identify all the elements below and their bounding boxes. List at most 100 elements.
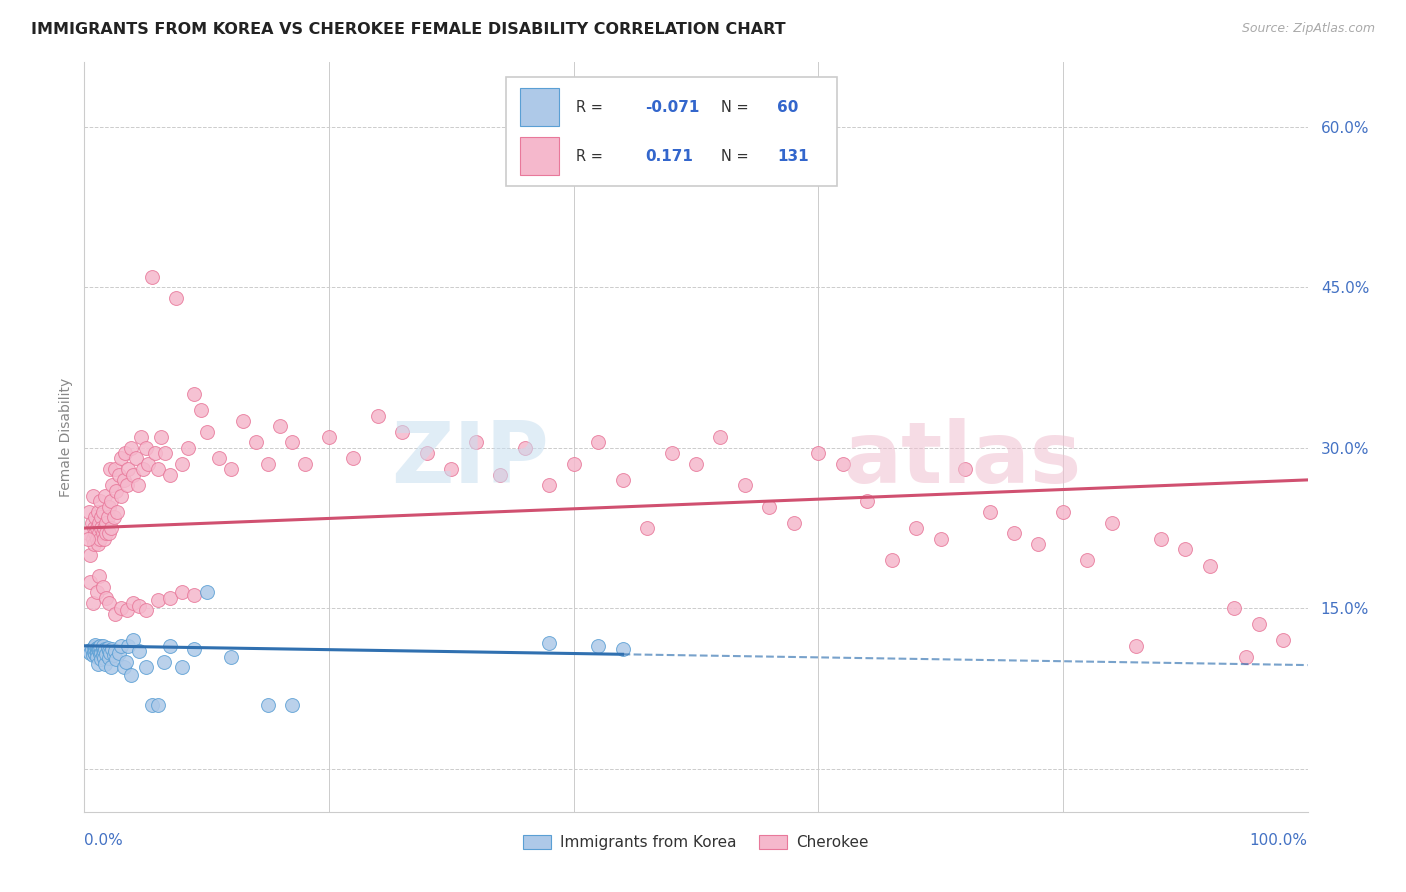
Point <box>90 510 112 524</box>
Point <box>94 489 117 503</box>
Point <box>1247 617 1270 632</box>
Point <box>84 510 107 524</box>
Point <box>97 510 120 524</box>
Point <box>1052 505 1074 519</box>
Point <box>257 698 280 712</box>
Point <box>107 646 129 660</box>
Point <box>84 638 107 652</box>
Point <box>127 478 149 492</box>
Point <box>159 467 181 482</box>
Point <box>79 548 101 562</box>
Point <box>612 473 634 487</box>
Point <box>586 639 609 653</box>
Point <box>98 646 121 660</box>
Point <box>93 650 115 665</box>
Text: Source: ZipAtlas.com: Source: ZipAtlas.com <box>1241 22 1375 36</box>
Point <box>128 599 150 614</box>
Point <box>183 387 205 401</box>
Point <box>89 532 111 546</box>
Point <box>90 646 112 660</box>
Point <box>159 591 181 605</box>
Point <box>77 505 100 519</box>
Point <box>120 667 142 681</box>
Point <box>86 585 108 599</box>
Point <box>105 505 128 519</box>
Point <box>82 596 104 610</box>
Point <box>183 589 205 603</box>
Point <box>807 446 830 460</box>
Text: 100.0%: 100.0% <box>1250 833 1308 848</box>
Point <box>91 526 114 541</box>
Point <box>1198 558 1220 573</box>
Point <box>79 646 101 660</box>
Point <box>115 655 138 669</box>
Text: atlas: atlas <box>842 418 1081 501</box>
Point <box>86 532 108 546</box>
Point <box>86 649 108 664</box>
Point <box>100 494 122 508</box>
Point <box>129 430 152 444</box>
Point <box>105 651 128 665</box>
Point <box>172 457 194 471</box>
Point <box>141 269 163 284</box>
Point <box>1272 633 1295 648</box>
Point <box>77 526 100 541</box>
Point <box>953 462 976 476</box>
Point <box>97 640 120 655</box>
Point <box>103 648 125 663</box>
Point <box>83 537 105 551</box>
Point <box>440 462 463 476</box>
Point <box>880 553 903 567</box>
Point <box>1150 532 1173 546</box>
Point <box>208 451 231 466</box>
Point <box>80 516 103 530</box>
Point <box>96 516 118 530</box>
Point <box>89 648 111 662</box>
Point <box>87 526 110 541</box>
Point <box>77 532 100 546</box>
Point <box>94 657 117 671</box>
Point <box>132 462 155 476</box>
Point <box>195 585 218 599</box>
Point <box>612 642 634 657</box>
Point <box>93 532 115 546</box>
Point <box>93 521 115 535</box>
Point <box>122 633 145 648</box>
Point <box>87 640 110 654</box>
Point <box>586 435 609 450</box>
Point <box>177 441 200 455</box>
Legend: Immigrants from Korea, Cherokee: Immigrants from Korea, Cherokee <box>517 830 875 856</box>
Point <box>84 526 107 541</box>
Point <box>97 526 120 541</box>
Point <box>84 642 107 657</box>
Point <box>97 644 120 658</box>
Text: IMMIGRANTS FROM KOREA VS CHEROKEE FEMALE DISABILITY CORRELATION CHART: IMMIGRANTS FROM KOREA VS CHEROKEE FEMALE… <box>31 22 786 37</box>
Point <box>117 462 139 476</box>
Point <box>115 603 138 617</box>
Point <box>257 457 280 471</box>
Point <box>89 494 111 508</box>
Point <box>159 639 181 653</box>
Point <box>84 648 107 662</box>
Point <box>709 430 731 444</box>
Point <box>86 640 108 655</box>
Point <box>232 414 254 428</box>
Point <box>86 521 108 535</box>
Point <box>100 660 122 674</box>
Point <box>120 441 142 455</box>
Point <box>91 580 114 594</box>
Point <box>1223 601 1246 615</box>
Point <box>94 642 117 657</box>
Point <box>82 532 104 546</box>
Point <box>96 591 118 605</box>
Point <box>146 698 169 712</box>
Point <box>82 489 104 503</box>
Y-axis label: Female Disability: Female Disability <box>59 377 73 497</box>
Point <box>112 660 135 674</box>
Point <box>783 516 806 530</box>
Point <box>83 521 105 535</box>
Point <box>1028 537 1050 551</box>
Point <box>1076 553 1098 567</box>
Point <box>122 467 145 482</box>
Point <box>636 521 658 535</box>
